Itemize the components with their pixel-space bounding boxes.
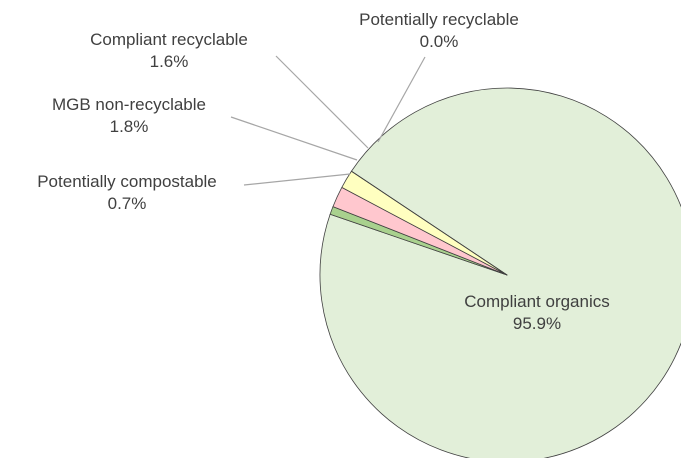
slice-label-compliant-organics: Compliant organics 95.9% [464,292,610,333]
slice-label-value: 1.6% [150,52,189,71]
leader-lines [230,55,426,186]
slice-label-name: Compliant recyclable [90,30,248,49]
slice-label-value: 0.0% [420,32,459,51]
slice-label-value: 1.8% [110,117,149,136]
leader-line-potentially-compostable [243,173,351,186]
slice-label-value: 95.9% [513,314,561,333]
slice-label-compliant-recyclable: Compliant recyclable 1.6% [90,30,248,71]
leader-line-mgb-non-recyclable [230,116,358,161]
slice-label-mgb-non-recyclable: MGB non-recyclable 1.8% [52,95,206,136]
slice-label-potentially-recyclable: Potentially recyclable 0.0% [359,10,519,51]
slice-label-name: Potentially recyclable [359,10,519,29]
pie-slice-potentially-recyclable [351,170,508,276]
slice-label-name: Compliant organics [464,292,610,311]
slice-label-value: 0.7% [108,194,147,213]
pie-slices [319,87,681,463]
slice-label-name: Potentially compostable [37,172,217,191]
pie-slice-compliant-organics [319,87,681,463]
leader-line-compliant-recyclable [275,55,369,149]
pie-labels: Compliant organics 95.9% Potentially compo… [37,10,610,333]
slice-label-name: MGB non-recyclable [52,95,206,114]
slice-label-potentially-compostable: Potentially compostable 0.7% [37,172,217,213]
leader-line-potentially-recyclable [377,56,426,143]
